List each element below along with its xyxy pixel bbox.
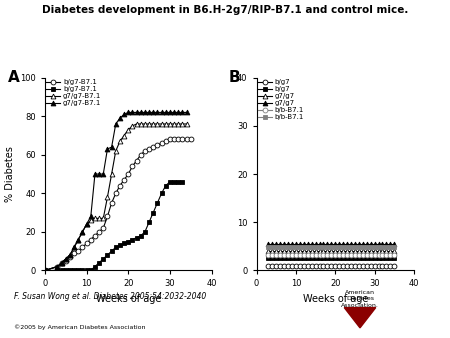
X-axis label: Weeks of age: Weeks of age bbox=[95, 294, 161, 304]
X-axis label: Weeks of age: Weeks of age bbox=[302, 294, 368, 304]
Text: F. Susan Wong et al. Diabetes 2005;54:2032-2040: F. Susan Wong et al. Diabetes 2005;54:20… bbox=[14, 292, 206, 301]
Legend: b/g7, b/g7, g7/g7, g7/g7, b/b-B7.1, b/b-B7.1: b/g7, b/g7, g7/g7, g7/g7, b/b-B7.1, b/b-… bbox=[258, 79, 304, 120]
Text: Diabetes development in B6.H-2g7/RIP-B7.1 and control mice.: Diabetes development in B6.H-2g7/RIP-B7.… bbox=[42, 5, 408, 15]
Text: B: B bbox=[228, 70, 240, 85]
Y-axis label: % Diabetes: % Diabetes bbox=[4, 146, 15, 202]
Text: ©2005 by American Diabetes Association: ©2005 by American Diabetes Association bbox=[14, 324, 145, 330]
Text: American
Diabetes
Association.: American Diabetes Association. bbox=[341, 290, 379, 308]
Legend: b/g7-B7.1, b/g7-B7.1, g7/g7-B7.1, g7/g7-B7.1: b/g7-B7.1, b/g7-B7.1, g7/g7-B7.1, g7/g7-… bbox=[46, 79, 101, 106]
Text: A: A bbox=[9, 70, 20, 85]
